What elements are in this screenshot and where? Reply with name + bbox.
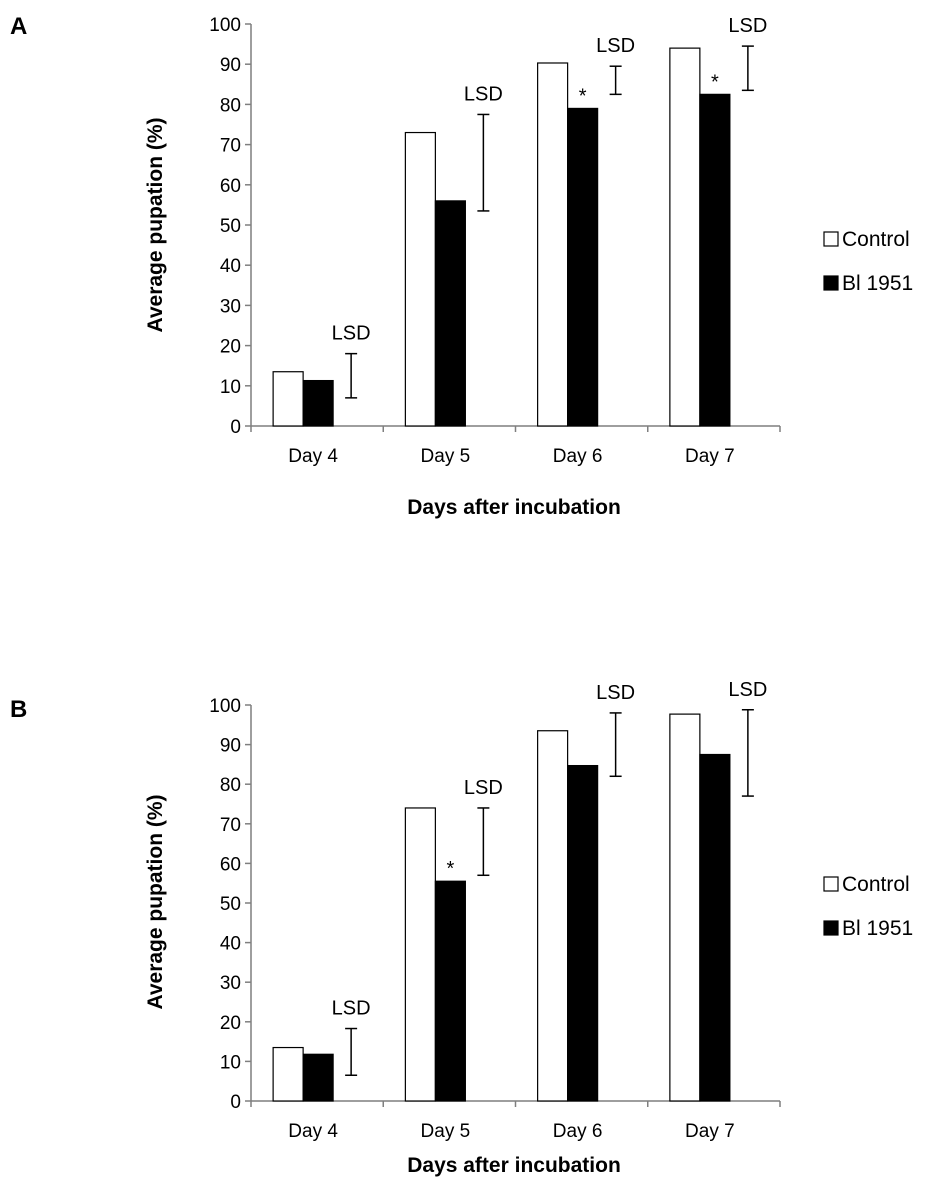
chart-panel-a: A 0 10 20 30 40 50 60 70 80 90 100 Day 4 LSD Day 5 LSD D… bbox=[10, 13, 913, 519]
chart-panel-b: B 0 10 20 30 40 50 60 70 80 90 100 Day 4 LSD Day 5 LSD *… bbox=[10, 679, 913, 1177]
y-axis-title: Average pupation (%) bbox=[144, 117, 167, 332]
significance-star: * bbox=[711, 71, 719, 93]
legend-swatch-bl1951 bbox=[823, 920, 839, 936]
y-tick-label: 90 bbox=[220, 736, 241, 757]
y-tick-label: 30 bbox=[220, 296, 241, 317]
legend-swatch-control bbox=[823, 876, 839, 892]
y-tick-label: 20 bbox=[220, 337, 241, 358]
bar-bl1951-day4 bbox=[302, 1053, 334, 1102]
y-tick-label: 70 bbox=[220, 136, 241, 157]
bar-control-day6 bbox=[537, 730, 569, 1102]
lsd-label: LSD bbox=[464, 777, 503, 799]
bar-control-day5 bbox=[404, 807, 436, 1102]
bar-control-day7 bbox=[669, 713, 701, 1102]
bar-control-day7 bbox=[669, 47, 701, 427]
y-tick-label: 100 bbox=[209, 15, 241, 36]
bar-control-day6 bbox=[537, 62, 569, 427]
x-tick-label: Day 6 bbox=[553, 446, 603, 467]
y-tick-label: 40 bbox=[220, 256, 241, 277]
lsd-label: LSD bbox=[332, 323, 371, 345]
x-tick-label: Day 4 bbox=[288, 1121, 338, 1142]
y-tick-label: 40 bbox=[220, 934, 241, 955]
lsd-label: LSD bbox=[728, 679, 767, 701]
y-tick-label: 0 bbox=[230, 417, 241, 438]
y-tick-label: 90 bbox=[220, 55, 241, 76]
y-tick-label: 0 bbox=[230, 1092, 241, 1113]
y-tick-label: 80 bbox=[220, 775, 241, 796]
y-tick-label: 50 bbox=[220, 894, 241, 915]
x-tick-label: Day 5 bbox=[421, 446, 471, 467]
bar-bl1951-day7 bbox=[699, 93, 731, 427]
panel-label: A bbox=[10, 13, 27, 40]
y-axis-title: Average pupation (%) bbox=[144, 794, 167, 1009]
legend-label: Bl 1951 bbox=[842, 917, 913, 940]
lsd-label: LSD bbox=[332, 998, 371, 1020]
y-tick-label: 30 bbox=[220, 973, 241, 994]
y-tick-label: 100 bbox=[209, 696, 241, 717]
x-tick-label: Day 7 bbox=[685, 446, 735, 467]
legend-swatch-control bbox=[823, 231, 839, 247]
bar-bl1951-day6 bbox=[567, 764, 599, 1102]
lsd-label: LSD bbox=[728, 15, 767, 37]
bar-bl1951-day5 bbox=[434, 880, 466, 1102]
y-tick-label: 80 bbox=[220, 95, 241, 116]
x-tick-label: Day 4 bbox=[288, 446, 338, 467]
bar-bl1951-day5 bbox=[434, 200, 466, 427]
y-tick-label: 60 bbox=[220, 854, 241, 875]
bar-bl1951-day7 bbox=[699, 753, 731, 1102]
legend-label: Bl 1951 bbox=[842, 272, 913, 295]
bar-control-day4 bbox=[272, 1046, 304, 1102]
bar-bl1951-day6 bbox=[567, 107, 599, 427]
y-tick-label: 10 bbox=[220, 377, 241, 398]
bar-bl1951-day4 bbox=[302, 379, 334, 427]
x-tick-label: Day 5 bbox=[421, 1121, 471, 1142]
lsd-label: LSD bbox=[596, 35, 635, 57]
x-axis-title: Days after incubation bbox=[407, 1154, 621, 1177]
lsd-label: LSD bbox=[596, 682, 635, 704]
legend-label: Control bbox=[842, 873, 910, 896]
x-tick-label: Day 6 bbox=[553, 1121, 603, 1142]
legend-swatch-bl1951 bbox=[823, 275, 839, 291]
panel-label: B bbox=[10, 696, 27, 723]
bar-control-day5 bbox=[404, 131, 436, 427]
x-axis-title: Days after incubation bbox=[407, 496, 621, 519]
x-tick-label: Day 7 bbox=[685, 1121, 735, 1142]
legend-label: Control bbox=[842, 228, 910, 251]
bar-control-day4 bbox=[272, 371, 304, 427]
y-tick-label: 50 bbox=[220, 216, 241, 237]
y-tick-label: 20 bbox=[220, 1013, 241, 1034]
lsd-label: LSD bbox=[464, 83, 503, 105]
significance-star: * bbox=[579, 85, 587, 107]
y-tick-label: 10 bbox=[220, 1052, 241, 1073]
significance-star: * bbox=[446, 858, 454, 880]
y-tick-label: 70 bbox=[220, 815, 241, 836]
y-tick-label: 60 bbox=[220, 176, 241, 197]
